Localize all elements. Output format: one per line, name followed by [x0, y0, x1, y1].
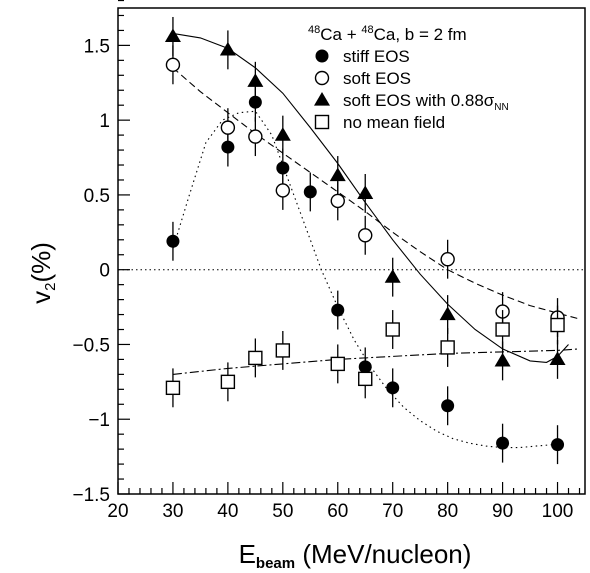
y-tick-label: −0.5 — [72, 335, 110, 356]
point-soft-eos-with-0-88 — [247, 73, 264, 87]
data-points — [164, 16, 566, 465]
point-no-mean-field — [220, 374, 236, 390]
legend-label-stiff-eos: stiff EOS — [343, 47, 410, 66]
x-tick-label: 20 — [107, 501, 128, 522]
x-tick-label: 60 — [327, 501, 348, 522]
point-soft-eos-with-0-88 — [384, 269, 401, 283]
x-tick-label: 70 — [382, 501, 403, 522]
legend-marker-soft-eos — [314, 70, 330, 86]
point-soft-eos-with-0-88 — [357, 185, 374, 200]
point-no-mean-field — [495, 322, 510, 337]
point-stiff-eos — [276, 161, 290, 175]
point-stiff-eos — [441, 399, 455, 413]
point-stiff-eos — [166, 234, 180, 248]
legend-label-soft-eos: soft EOS — [343, 69, 411, 88]
point-soft-eos — [248, 129, 263, 144]
point-soft-eos — [165, 57, 181, 73]
plot-annotation: 48Ca + 48Ca, b = 2 fm — [308, 24, 467, 44]
point-soft-eos — [358, 228, 373, 243]
legend-label-soft-eos-with-0-88: soft EOS with 0.88σNN — [343, 91, 509, 113]
point-stiff-eos — [386, 381, 400, 395]
point-soft-eos-with-0-88 — [274, 127, 291, 141]
y-tick-label: 1.5 — [84, 36, 110, 57]
plot-frame — [117, 7, 586, 495]
x-tick-label: 30 — [162, 501, 183, 522]
point-no-mean-field — [275, 343, 291, 358]
point-stiff-eos — [496, 436, 510, 450]
point-soft-eos-with-0-88 — [164, 28, 181, 43]
plot-border — [117, 7, 586, 495]
x-tick-label: 40 — [217, 501, 238, 522]
point-no-mean-field — [165, 380, 181, 396]
point-soft-eos-with-0-88 — [494, 352, 511, 367]
x-tick-label: 90 — [492, 501, 513, 522]
y-tick-label: 0.5 — [84, 186, 110, 207]
x-tick-label: 100 — [542, 501, 574, 522]
curve-stiff-eos — [172, 110, 564, 449]
curve-soft-eos-with-0-88 — [172, 32, 569, 363]
point-stiff-eos — [551, 438, 565, 452]
legend: stiff EOS soft EOS soft EOS with 0.88σNNno… — [314, 47, 509, 132]
y-tick-label: −1.5 — [72, 485, 110, 506]
axis-ticks: 20 30 40 50 60 70 80 90 100 −1.5 −1 −0.5 0 0.5 1 1.5 — [72, 0, 581, 522]
point-soft-eos — [330, 193, 345, 209]
legend-label-no-mean-field: no mean field — [343, 113, 445, 132]
point-soft-eos-with-0-88 — [549, 351, 566, 366]
point-soft-eos — [440, 252, 455, 267]
point-stiff-eos — [303, 185, 317, 199]
point-stiff-eos — [248, 95, 262, 109]
x-tick-label: 80 — [437, 501, 458, 522]
x-axis-label: Ebeam (MeV/nucleon) — [239, 539, 472, 572]
point-no-mean-field — [248, 350, 263, 366]
point-no-mean-field — [385, 322, 400, 337]
legend-marker-soft-eos-with-0-88 — [314, 92, 330, 106]
point-stiff-eos — [331, 303, 345, 317]
point-no-mean-field — [358, 371, 373, 387]
point-soft-eos-with-0-88 — [219, 41, 236, 56]
point-no-mean-field — [330, 356, 345, 372]
point-soft-eos — [220, 120, 236, 135]
curve-no-mean-field — [172, 348, 580, 375]
y-tick-label: 1 — [99, 111, 110, 132]
y-tick-label: −1 — [88, 410, 110, 431]
y-tick-label: 0 — [99, 261, 110, 282]
point-no-mean-field — [550, 317, 565, 333]
point-soft-eos-with-0-88 — [329, 167, 346, 182]
x-tick-label: 50 — [272, 501, 293, 522]
point-soft-eos — [275, 183, 291, 198]
point-soft-eos-with-0-88 — [439, 306, 456, 321]
legend-marker-no-mean-field — [314, 114, 330, 130]
y-axis-label: v2(%) — [26, 242, 59, 304]
legend-marker-stiff-eos — [315, 49, 329, 63]
point-no-mean-field — [440, 340, 455, 355]
